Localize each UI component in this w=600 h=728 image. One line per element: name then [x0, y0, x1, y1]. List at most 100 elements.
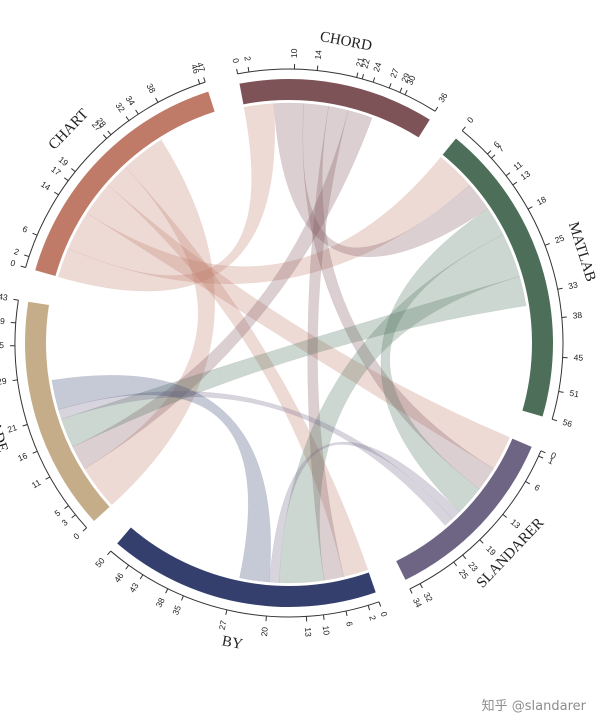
tick-made-21: [22, 424, 28, 427]
tick-label-by-38: 38: [154, 596, 167, 609]
tick-matlab-6: [487, 150, 492, 155]
arc-by: [117, 527, 376, 607]
tick-label-matlab-18: 18: [535, 194, 548, 207]
tick-by-6: [345, 610, 348, 616]
tick-chart-32: [125, 116, 130, 121]
tick-label-made-11: 11: [30, 477, 43, 490]
tick-label-chord-24: 24: [371, 61, 384, 73]
tick-slandarer-32: [419, 583, 423, 589]
tick-made-16: [32, 450, 38, 454]
tick-made-43: [13, 298, 19, 301]
axis-chart: [25, 81, 206, 268]
tick-slandarer-19: [479, 539, 484, 544]
tick-label-chord-22: 22: [360, 57, 372, 69]
tick-label-made-39: 39: [0, 316, 5, 327]
link-by-made: [51, 375, 271, 583]
tick-label-slandarer-13: 13: [509, 517, 523, 531]
tick-matlab-25: [544, 243, 550, 246]
tick-slandarer-6: [525, 480, 531, 485]
tick-chart-38: [155, 97, 159, 103]
tick-label-matlab-25: 25: [553, 233, 566, 246]
tick-label-made-43: 43: [0, 291, 9, 302]
tick-chart-28: [107, 130, 112, 136]
tick-chart-14: [54, 191, 59, 196]
tick-label-chord-36: 36: [436, 91, 450, 105]
link-chart-made: [84, 139, 215, 506]
tick-label-made-3: 3: [60, 517, 70, 528]
tick-label-slandarer-1: 1: [547, 455, 556, 466]
tick-label-matlab-0: 0: [465, 115, 476, 125]
tick-label-chord-10: 10: [289, 48, 299, 58]
tick-chord-2: [247, 66, 250, 73]
axis-slandarer: [409, 450, 542, 590]
link-matlab-by: [278, 234, 520, 584]
link-matlab-made: [61, 276, 527, 448]
group-label-slandarer: SLANDARER: [474, 515, 548, 591]
tick-chart-2: [24, 254, 30, 258]
tick-label-by-13: 13: [303, 627, 314, 637]
tick-by-38: [165, 588, 169, 594]
link-slandarer-made: [58, 391, 453, 526]
tick-label-slandarer-34: 34: [411, 596, 424, 609]
tick-label-by-10: 10: [321, 625, 332, 636]
link-chart-by: [107, 166, 369, 577]
group-label-by: BY: [221, 633, 245, 653]
tick-matlab-13: [512, 181, 518, 186]
tick-slandarer-1: [538, 455, 544, 459]
tick-chart-6: [32, 232, 38, 236]
tick-chord-21: [356, 72, 359, 78]
tick-chart-47: [203, 77, 206, 83]
tick-label-chart-32: 32: [114, 101, 128, 115]
link-chord-by: [307, 106, 349, 581]
tick-by-0: [378, 601, 382, 607]
tick-chord-27: [388, 83, 392, 89]
tick-label-by-6: 6: [344, 621, 355, 628]
tick-chart-27: [102, 134, 108, 139]
group-label-matlab: MATLAB: [565, 220, 599, 284]
tick-label-chart-14: 14: [39, 179, 53, 193]
arc-chart: [35, 91, 215, 277]
tick-label-matlab-51: 51: [569, 388, 580, 400]
tick-chart-19: [70, 168, 76, 173]
tick-label-matlab-33: 33: [567, 279, 579, 291]
group-label-made: MADE: [0, 407, 10, 454]
tick-made-11: [45, 476, 51, 480]
tick-label-chord-30: 30: [404, 74, 417, 87]
tick-label-slandarer-32: 32: [422, 591, 435, 604]
arc-chord: [239, 79, 430, 138]
tick-made-5: [64, 505, 69, 510]
tick-label-matlab-56: 56: [562, 417, 574, 429]
tick-label-matlab-45: 45: [573, 352, 583, 362]
tick-label-by-27: 27: [217, 619, 229, 631]
tick-label-made-0: 0: [71, 531, 81, 542]
tick-label-by-46: 46: [112, 571, 126, 585]
tick-label-chart-6: 6: [21, 224, 30, 235]
tick-by-43: [139, 574, 144, 580]
tick-label-made-21: 21: [6, 422, 18, 434]
link-chart-slandarer: [86, 184, 510, 469]
chord-arcs: [24, 79, 553, 607]
tick-made-0: [82, 527, 88, 532]
tick-slandarer-34: [409, 588, 413, 594]
axis-matlab: [461, 130, 564, 420]
tick-chord-36: [434, 106, 439, 112]
link-chart-matlab: [68, 156, 470, 285]
tick-label-by-43: 43: [127, 581, 141, 595]
arc-matlab: [442, 138, 553, 417]
tick-label-chord-0: 0: [230, 57, 241, 64]
tick-label-matlab-13: 13: [518, 168, 532, 182]
arc-slandarer: [396, 438, 532, 580]
tick-chord-24: [372, 77, 376, 83]
group-label-chart: CHART: [46, 106, 92, 153]
tick-matlab-56: [552, 418, 558, 422]
tick-matlab-11: [505, 172, 511, 177]
link-chord-made: [72, 110, 373, 470]
tick-label-chart-17: 17: [49, 164, 63, 178]
tick-chart-17: [63, 177, 69, 182]
tick-matlab-51: [558, 391, 564, 393]
tick-label-made-16: 16: [16, 450, 29, 463]
tick-chart-46: [197, 79, 201, 85]
tick-label-by-50: 50: [93, 555, 107, 569]
